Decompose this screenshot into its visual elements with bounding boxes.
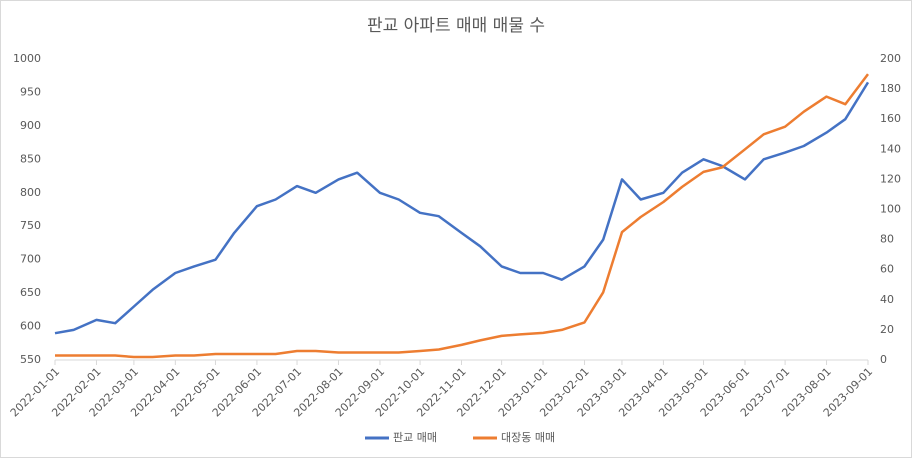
y2-tick-label: 140	[880, 142, 901, 155]
y2-tick-label: 40	[880, 293, 894, 306]
y-tick-label: 750	[20, 219, 41, 232]
series-line	[55, 73, 869, 359]
y-tick-label: 800	[20, 186, 41, 199]
y-tick-label: 650	[20, 286, 41, 299]
y2-tick-label: 20	[880, 323, 894, 336]
legend-label: 판교 매매	[393, 431, 437, 444]
y-tick-label: 600	[20, 320, 41, 333]
chart-title: 판교 아파트 매매 매물 수	[367, 16, 545, 36]
y2-tick-label: 160	[880, 112, 901, 125]
y2-tick-label: 0	[880, 353, 887, 366]
y-tick-label: 700	[20, 253, 41, 266]
series-line	[54, 81, 870, 335]
y-tick-label: 950	[20, 85, 41, 98]
y2-tick-label: 100	[880, 203, 901, 216]
y-tick-label: 850	[20, 152, 41, 165]
y2-tick-label: 200	[880, 52, 901, 65]
y-tick-label: 550	[20, 353, 41, 366]
y-tick-label: 1000	[13, 52, 41, 65]
y2-tick-label: 60	[880, 263, 894, 276]
y-tick-label: 900	[20, 119, 41, 132]
y2-tick-label: 120	[880, 172, 901, 185]
y2-tick-label: 80	[880, 233, 894, 246]
y2-tick-label: 180	[880, 82, 901, 95]
legend-label: 대장동 매매	[501, 431, 555, 444]
